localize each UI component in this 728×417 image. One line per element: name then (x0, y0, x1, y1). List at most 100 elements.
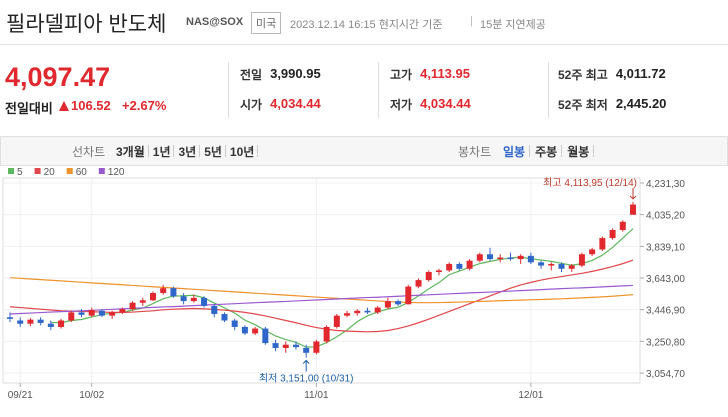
stat-value: 2,445.20 (615, 96, 667, 111)
candle-body (599, 238, 606, 250)
candle-body (466, 260, 473, 269)
candle-body (17, 320, 24, 324)
change-label: 전일대비 (5, 101, 53, 116)
candle-body (68, 312, 75, 321)
candle-body (27, 319, 34, 324)
tab[interactable]: 3개월 (116, 145, 145, 159)
x-tick-label: 11/01 (304, 390, 329, 401)
y-tick-label: 4,035,20 (646, 211, 685, 222)
stat-value: 3,990.95 (270, 66, 321, 81)
candle-body (313, 341, 320, 353)
candle-body (180, 296, 187, 302)
candle-body (527, 255, 534, 263)
change: 106.52 (71, 98, 111, 113)
legend-swatch (66, 168, 73, 174)
time: 2023.12.14 16:15 현지시간 기준 (290, 19, 443, 31)
candle-body (344, 313, 351, 316)
candle-body (282, 344, 289, 348)
x-tick-label: 09/21 (8, 390, 33, 401)
candle-body (221, 314, 228, 321)
change-pct: +2.67% (122, 98, 167, 113)
tab[interactable]: 3년 (178, 145, 197, 159)
tab-divider (147, 145, 149, 157)
candle-body (364, 310, 371, 313)
candle-body (149, 293, 156, 301)
tab[interactable]: 월봉 (567, 145, 590, 159)
up-icon (59, 101, 69, 111)
candle-body (374, 307, 381, 313)
ma-line (50, 228, 634, 348)
title: 필라델피아 반도체 (6, 13, 167, 36)
candle-body (538, 262, 545, 266)
y-tick-label: 3,446,90 (646, 306, 685, 317)
tab-divider (593, 145, 595, 157)
candle-body (548, 263, 555, 266)
candle-body (384, 301, 391, 308)
tab[interactable]: 5년 (204, 145, 222, 159)
tab-bar (0, 136, 728, 166)
candle-body (47, 323, 54, 327)
candle-body (415, 280, 422, 287)
candle-body (129, 302, 136, 310)
tab-label: 선차트 (72, 145, 106, 159)
candle-body (507, 257, 514, 260)
stat-value: 4,034.44 (270, 96, 321, 111)
candle-body (435, 270, 442, 273)
x-tick-label: 12/01 (518, 390, 543, 401)
tab-divider (199, 145, 201, 157)
y-tick-label: 4,231,30 (646, 179, 685, 190)
ma-line (9, 259, 634, 333)
candle-body (170, 288, 177, 297)
candle-body (568, 265, 575, 269)
candle-body (201, 297, 208, 306)
tab[interactable]: 10년 (229, 145, 255, 159)
legend-label: 20 (44, 167, 56, 178)
stat-label: 전일 (240, 68, 263, 82)
candle-body (211, 305, 218, 315)
y-tick-label: 3,054,70 (646, 369, 685, 380)
divider (228, 62, 229, 118)
tab[interactable]: 일봉 (503, 145, 526, 159)
y-tick-label: 3,643,00 (646, 274, 685, 285)
legend-swatch (34, 168, 41, 174)
candle-body (446, 263, 453, 271)
tab-divider (173, 145, 175, 157)
candle-body (292, 344, 299, 348)
candle-body (476, 254, 483, 261)
candle-body (272, 343, 279, 348)
legend-label: 120 (108, 167, 125, 178)
candle-body (630, 204, 636, 215)
candle-body (609, 230, 616, 239)
x-tick-label: 10/02 (79, 390, 104, 401)
candle-body (395, 301, 402, 305)
legend-label: 5 (17, 167, 23, 178)
candle-body (190, 297, 197, 302)
stat-value: 4,011.72 (615, 66, 666, 81)
low-arrow (302, 359, 310, 372)
stat-label: 시가 (240, 98, 263, 112)
candle-body (252, 328, 259, 334)
candle-body (303, 347, 310, 353)
candle-body (323, 326, 330, 342)
legend-swatch (98, 168, 105, 174)
candle-body (241, 326, 248, 334)
tab[interactable]: 주봉 (535, 145, 558, 159)
candle-body (456, 263, 463, 269)
stat-label: 고가 (390, 68, 413, 82)
candle-body (497, 257, 504, 260)
legend-swatch (8, 168, 14, 174)
ma-line (9, 284, 634, 315)
candle-body (160, 288, 167, 294)
stat-label: 저가 (390, 98, 413, 112)
candle-body (119, 309, 126, 313)
stat-value: 4,034.44 (420, 96, 471, 111)
candle-body (139, 300, 146, 303)
candle-body (354, 310, 361, 314)
candle-body (425, 272, 432, 281)
candle-body (58, 320, 65, 327)
candle-body (231, 320, 238, 327)
tab[interactable]: 1년 (152, 145, 171, 159)
low-annotation: 최저 3,151,00 (10/31) (259, 372, 354, 384)
